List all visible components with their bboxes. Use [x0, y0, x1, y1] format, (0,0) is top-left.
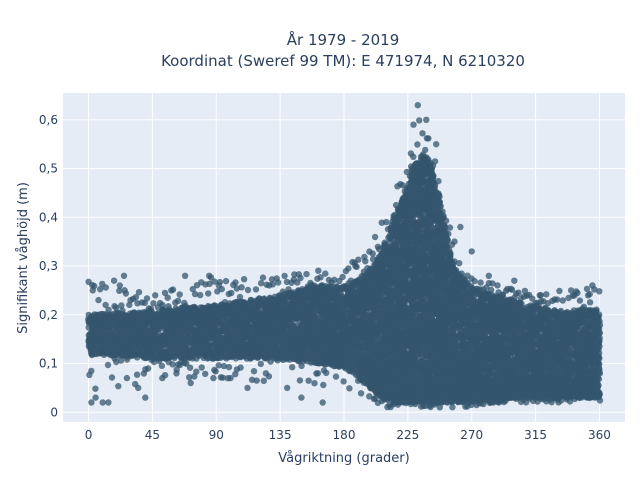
chart-title-line2: Koordinat (Sweref 99 TM): E 471974, N 62…	[161, 52, 525, 70]
chart-title-line1: År 1979 - 2019	[287, 30, 400, 49]
data-points	[85, 102, 604, 411]
